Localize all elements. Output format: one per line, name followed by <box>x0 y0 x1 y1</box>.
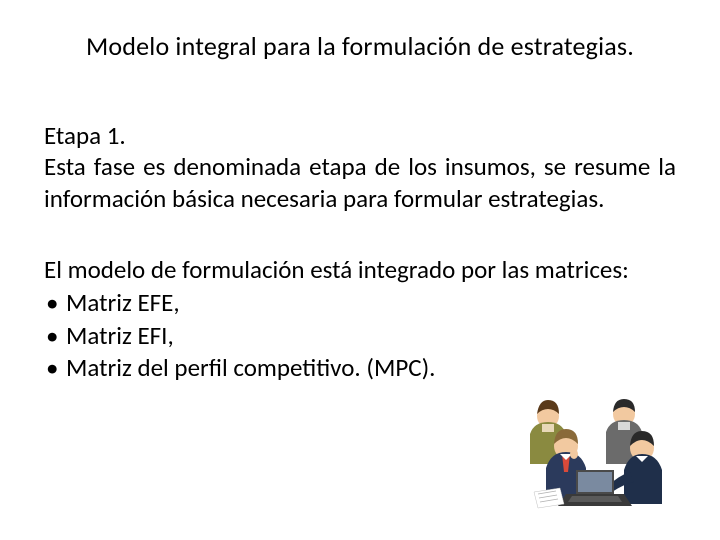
bullet-list: Matriz EFE, Matriz EFI, Matriz del perfi… <box>44 287 676 385</box>
para1-text: Esta fase es denominada etapa de los ins… <box>44 151 676 213</box>
bullet-item: Matriz EFI, <box>44 320 676 353</box>
body-block: Etapa 1. Esta fase es denominada etapa d… <box>44 120 676 385</box>
team-meeting-icon <box>506 392 676 512</box>
slide-container: Modelo integral para la formulación de e… <box>0 0 720 540</box>
bullet-item: Matriz del perfil competitivo. (MPC). <box>44 352 676 385</box>
bullet-item: Matriz EFE, <box>44 287 676 320</box>
paragraph-1: Etapa 1. Esta fase es denominada etapa d… <box>44 120 676 214</box>
etapa-heading: Etapa 1. <box>44 120 126 151</box>
paragraph-2: El modelo de formulación está integrado … <box>44 254 676 285</box>
slide-title: Modelo integral para la formulación de e… <box>44 30 676 62</box>
